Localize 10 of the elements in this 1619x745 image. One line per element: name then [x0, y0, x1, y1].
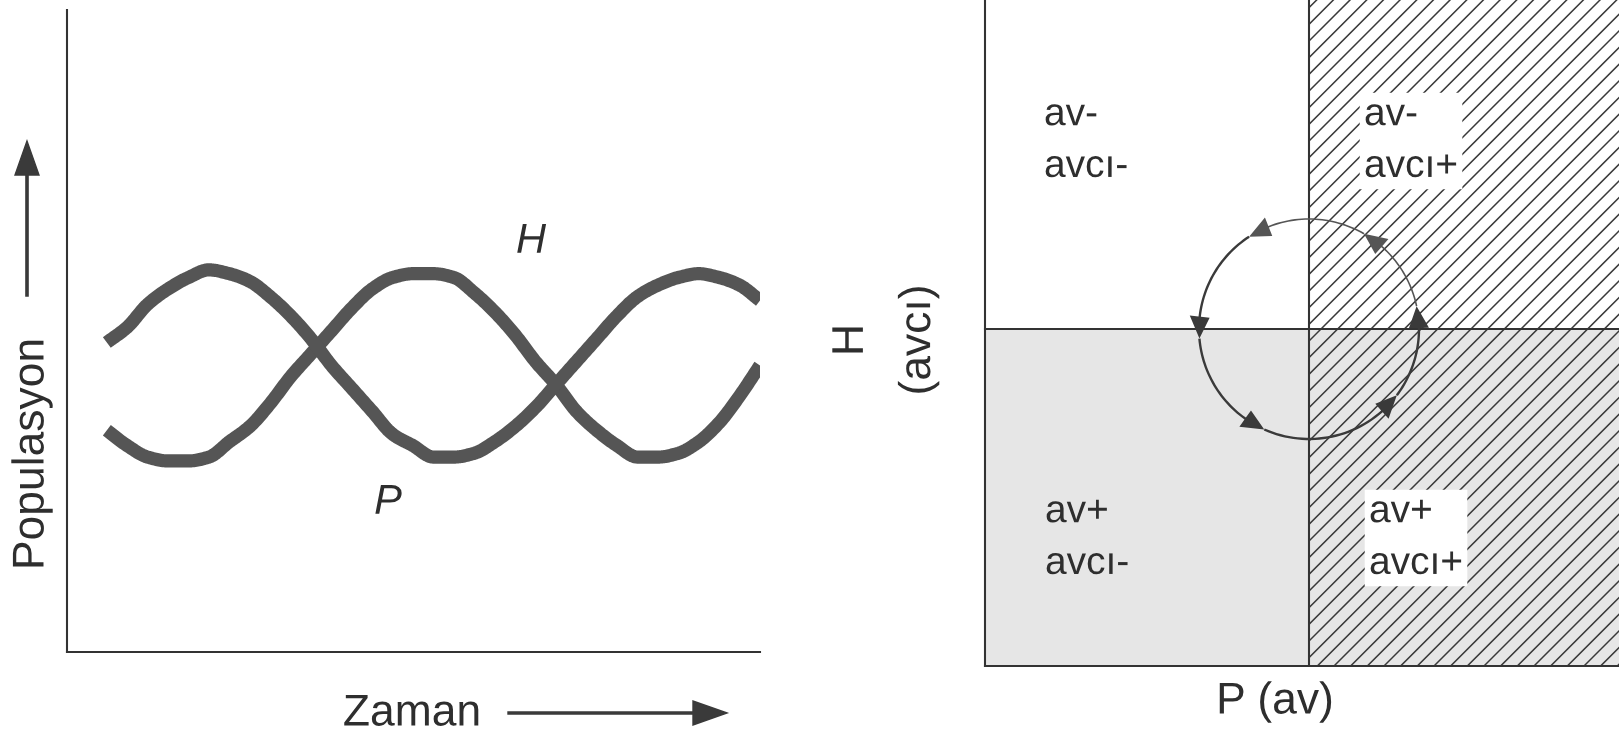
text: H (avcı) [832, 287, 940, 393]
series-label: H [517, 224, 547, 253]
text: av+ avcı- [1046, 499, 1128, 575]
text: av- avcı- [1045, 104, 1127, 178]
series-label: P [375, 485, 402, 514]
y-axis-title: Populasyon [11, 340, 53, 567]
x-axis-title: Zaman [344, 694, 479, 726]
text: P (av) [1219, 681, 1332, 723]
text: av- avcı+ [1365, 104, 1457, 178]
text: av+ avcı+ [1370, 499, 1462, 575]
